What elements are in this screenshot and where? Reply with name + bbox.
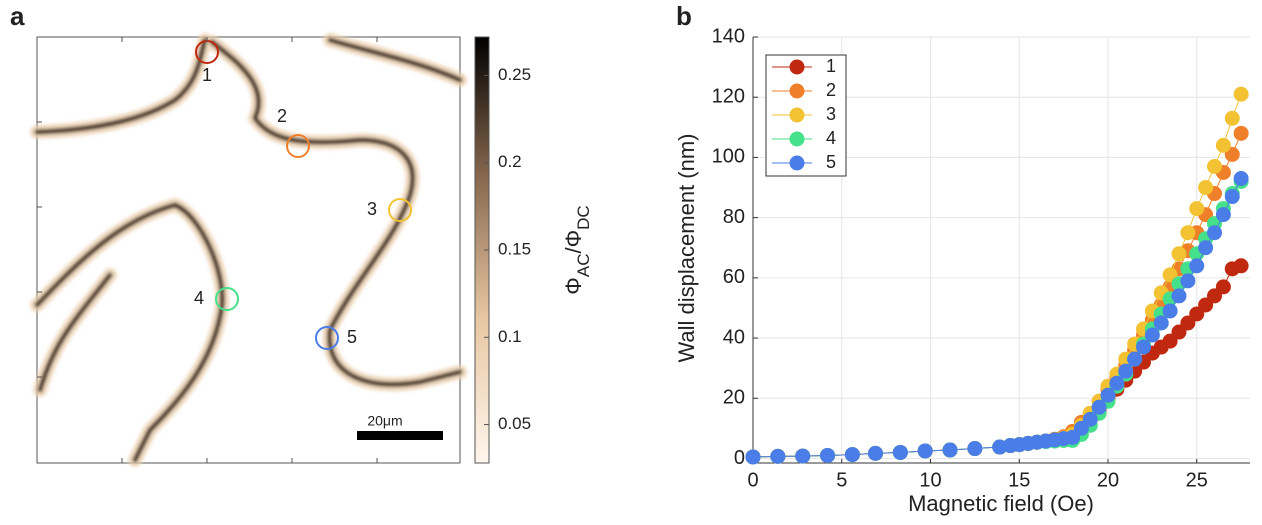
x-tick-label: 15 bbox=[1008, 469, 1030, 491]
data-point bbox=[1109, 375, 1125, 391]
data-point bbox=[1215, 207, 1231, 223]
data-point bbox=[1207, 158, 1222, 174]
data-point bbox=[867, 445, 883, 461]
colorbar-label-part: AC bbox=[574, 254, 593, 278]
data-point bbox=[844, 447, 860, 463]
legend-label: 2 bbox=[826, 80, 836, 100]
map-marker bbox=[286, 134, 310, 158]
x-tick-label: 25 bbox=[1186, 469, 1208, 491]
y-tick-label: 0 bbox=[734, 447, 745, 469]
y-axis-label: Wall displacement (nm) bbox=[674, 133, 699, 362]
panel-label: a bbox=[10, 1, 25, 31]
map-frame bbox=[36, 36, 461, 464]
data-point bbox=[1215, 279, 1231, 295]
data-point bbox=[892, 444, 908, 460]
data-point bbox=[1233, 86, 1249, 102]
y-tick-label: 80 bbox=[723, 206, 745, 228]
data-point bbox=[917, 443, 933, 459]
legend-label: 5 bbox=[826, 152, 836, 172]
legend-marker bbox=[789, 107, 805, 123]
x-tick-label: 20 bbox=[1097, 469, 1119, 491]
data-point bbox=[1180, 273, 1196, 289]
data-point bbox=[820, 447, 836, 463]
data-point bbox=[1127, 351, 1143, 367]
data-point bbox=[1091, 399, 1107, 415]
map-marker bbox=[315, 326, 339, 350]
data-point bbox=[1233, 125, 1249, 141]
legend-marker bbox=[789, 131, 805, 147]
map-marker-label: 4 bbox=[194, 288, 204, 308]
colorbar-tick-label: 0.15 bbox=[498, 239, 531, 258]
data-point bbox=[1198, 180, 1214, 196]
colorbar-label-part: Φ bbox=[561, 277, 586, 295]
data-point bbox=[967, 441, 983, 457]
data-point bbox=[1207, 225, 1222, 241]
data-point bbox=[1171, 288, 1187, 304]
data-point bbox=[1082, 411, 1098, 427]
x-tick-label: 10 bbox=[919, 469, 941, 491]
data-point bbox=[1224, 110, 1240, 126]
map-marker-label: 2 bbox=[277, 106, 287, 126]
data-point bbox=[942, 442, 958, 458]
data-point bbox=[1233, 170, 1249, 186]
legend: 1 2 3 4 5 bbox=[765, 54, 847, 177]
legend-marker bbox=[789, 83, 805, 99]
map-marker bbox=[388, 198, 412, 222]
data-point bbox=[1215, 137, 1231, 153]
colorbar-label-part: /Φ bbox=[561, 230, 586, 254]
colorbar-tick-label: 0.05 bbox=[498, 414, 531, 433]
data-point bbox=[1233, 258, 1249, 274]
data-point bbox=[1100, 387, 1116, 403]
map-marker-label: 5 bbox=[347, 327, 357, 347]
data-point bbox=[1118, 363, 1134, 379]
legend-marker bbox=[789, 155, 805, 171]
y-tick-label: 40 bbox=[723, 326, 745, 348]
map-marker-label: 1 bbox=[202, 65, 212, 85]
legend-label: 4 bbox=[826, 128, 836, 148]
data-point bbox=[1224, 189, 1240, 205]
data-point bbox=[1180, 225, 1196, 241]
data-point bbox=[795, 448, 811, 464]
data-point bbox=[745, 449, 761, 465]
map-marker bbox=[215, 287, 239, 311]
data-point bbox=[770, 448, 786, 464]
data-point bbox=[1189, 258, 1205, 274]
legend-label: 3 bbox=[826, 104, 836, 124]
map-marker-label: 3 bbox=[367, 199, 377, 219]
x-axis-label: Magnetic field (Oe) bbox=[908, 491, 1094, 516]
colorbar-label: ΦAC/ΦDC bbox=[561, 205, 593, 294]
data-point bbox=[1162, 303, 1178, 319]
colorbar-tick-label: 0.2 bbox=[498, 152, 522, 171]
colorbar-label-part: DC bbox=[574, 205, 593, 230]
scale-bar bbox=[357, 431, 443, 440]
y-tick-label: 140 bbox=[712, 25, 745, 47]
y-tick-label: 100 bbox=[712, 146, 745, 168]
data-point bbox=[1198, 240, 1214, 256]
data-point bbox=[1144, 327, 1160, 343]
x-tick-label: 5 bbox=[836, 469, 847, 491]
colorbar-tick-label: 0.1 bbox=[498, 327, 522, 346]
y-tick-label: 60 bbox=[723, 266, 745, 288]
y-tick-label: 20 bbox=[723, 387, 745, 409]
data-point bbox=[1153, 315, 1169, 331]
colorbar-tick-label: 0.25 bbox=[498, 65, 531, 84]
x-tick-label: 0 bbox=[747, 469, 758, 491]
data-point bbox=[1171, 246, 1187, 262]
panel-label: b bbox=[676, 1, 692, 31]
legend-marker bbox=[789, 59, 805, 75]
legend-label: 1 bbox=[826, 56, 836, 76]
y-tick-label: 120 bbox=[712, 85, 745, 107]
scale-bar-label: 20μm bbox=[367, 413, 402, 429]
data-point bbox=[1136, 339, 1151, 355]
data-point bbox=[1189, 201, 1205, 217]
